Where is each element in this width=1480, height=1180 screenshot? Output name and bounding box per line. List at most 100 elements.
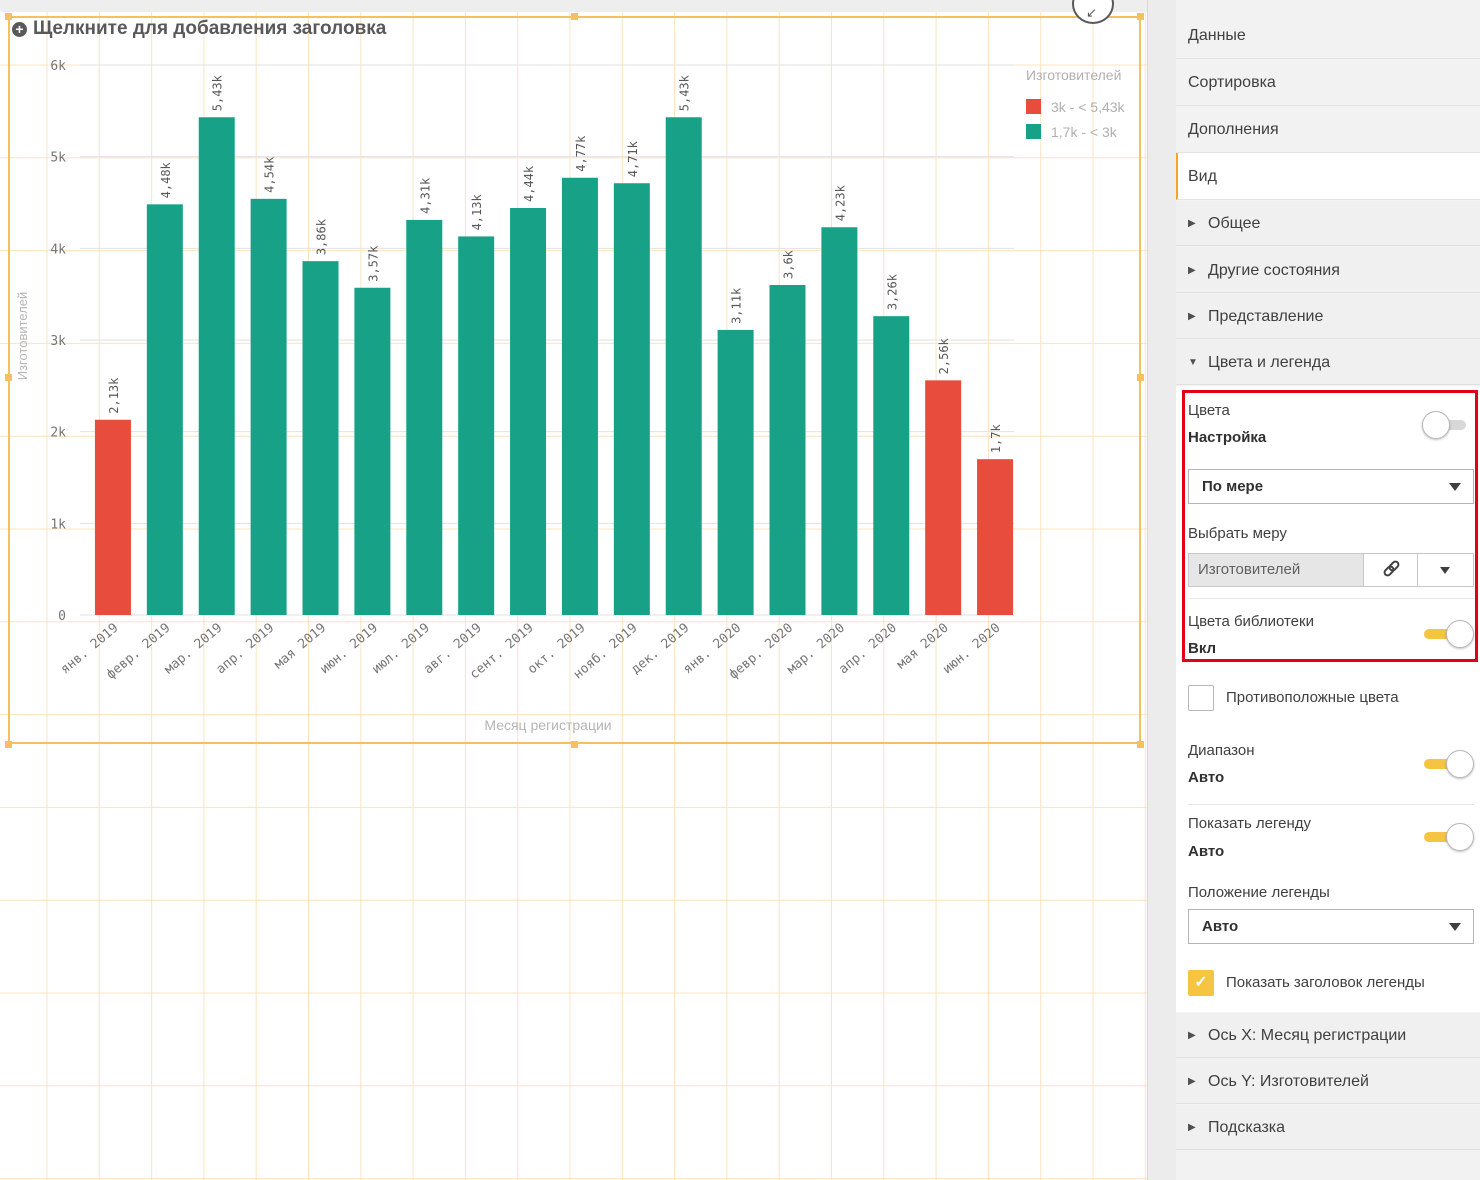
section-colors-legend[interactable]: ▼ Цвета и легенда	[1176, 340, 1480, 385]
bar-value-label: 3,6k	[782, 249, 796, 279]
reverse-colors-label: Противоположные цвета	[1226, 689, 1399, 706]
resize-handle-top-left[interactable]	[5, 13, 12, 20]
legend-entry-label[interactable]: 1,7k - < 3k	[1051, 124, 1118, 140]
range-label: Диапазон	[1188, 742, 1255, 759]
canvas-top-strip	[0, 0, 1147, 12]
section-y-axis[interactable]: ▶ Ось Y: Изготовителей	[1176, 1059, 1480, 1104]
legend-title: Изготовителей	[1026, 67, 1121, 83]
range-toggle[interactable]	[1424, 750, 1474, 778]
resize-handle-bottom[interactable]	[571, 741, 578, 748]
section-alternate-states[interactable]: ▶ Другие состояния	[1176, 248, 1480, 293]
measure-picker: Изготовителей	[1188, 553, 1474, 587]
link-measure-button[interactable]	[1364, 554, 1418, 586]
bar[interactable]	[406, 219, 443, 615]
select-measure-label: Выбрать меру	[1188, 525, 1287, 542]
bar-value-label: 3,26k	[885, 273, 899, 310]
bar[interactable]	[665, 117, 702, 615]
toggle-knob	[1446, 620, 1474, 648]
caret-right-icon: ▶	[1188, 265, 1196, 276]
add-title-icon: +	[12, 21, 27, 37]
bar[interactable]	[717, 329, 754, 615]
bar[interactable]	[458, 236, 495, 615]
color-mode-select[interactable]: По мере	[1188, 469, 1474, 504]
tab-sorting-label: Сортировка	[1188, 74, 1276, 91]
properties-panel: Данные Сортировка Дополнения Вид ▶ Общее …	[1176, 0, 1480, 1180]
bar-value-label: 4,48k	[159, 161, 173, 198]
section-x-axis-label: Ось X: Месяц регистрации	[1208, 1027, 1407, 1044]
section-y-axis-label: Ось Y: Изготовителей	[1208, 1073, 1369, 1090]
measure-dropdown-button[interactable]	[1418, 554, 1473, 586]
legend-swatch[interactable]	[1026, 99, 1041, 114]
bar[interactable]	[821, 227, 858, 615]
resize-handle-bottom-left[interactable]	[5, 741, 12, 748]
tab-appearance-label: Вид	[1188, 168, 1217, 185]
bar[interactable]	[198, 117, 235, 615]
bar-value-label: 1,7k	[989, 423, 1003, 453]
section-x-axis[interactable]: ▶ Ось X: Месяц регистрации	[1176, 1013, 1480, 1058]
divider	[1188, 804, 1474, 805]
section-tooltip[interactable]: ▶ Подсказка	[1176, 1105, 1480, 1150]
bar-value-label: 4,44k	[522, 165, 536, 202]
library-colors-toggle[interactable]	[1424, 620, 1474, 648]
chart-title-text: Щелкните для добавления заголовка	[33, 18, 387, 39]
bar[interactable]	[510, 208, 547, 615]
dropdown-caret-icon	[1449, 923, 1461, 931]
tab-sorting[interactable]: Сортировка	[1176, 59, 1480, 106]
show-legend-toggle[interactable]	[1424, 823, 1474, 851]
resize-handle-bottom-right[interactable]	[1137, 741, 1144, 748]
bar[interactable]	[146, 204, 183, 616]
chart-title[interactable]: + Щелкните для добавления заголовка	[12, 18, 386, 40]
legend-position-label: Положение легенды	[1188, 884, 1330, 901]
tab-addons[interactable]: Дополнения	[1176, 106, 1480, 153]
legend-entry-label[interactable]: 3k - < 5,43k	[1051, 99, 1126, 115]
reverse-colors-checkbox[interactable]	[1188, 685, 1214, 711]
bar[interactable]	[94, 419, 131, 615]
library-colors-value: Вкл	[1188, 640, 1217, 657]
bar-value-label: 2,13k	[107, 377, 121, 414]
section-general[interactable]: ▶ Общее	[1176, 201, 1480, 246]
bar[interactable]	[925, 380, 962, 615]
bar[interactable]	[613, 183, 650, 615]
bar-value-label: 3,86k	[315, 218, 329, 255]
x-tick-label: июн. 2020	[940, 621, 1004, 678]
measure-field[interactable]: Изготовителей	[1189, 554, 1364, 586]
y-tick-label: 4k	[50, 242, 66, 257]
section-general-label: Общее	[1208, 215, 1261, 232]
show-legend-title-checkbox[interactable]: ✓	[1188, 970, 1214, 996]
divider	[1188, 598, 1474, 599]
x-tick-label: апр. 2019	[214, 621, 278, 678]
x-axis-title: Месяц регистрации	[484, 717, 611, 733]
caret-right-icon: ▶	[1188, 218, 1196, 229]
section-alternate-states-label: Другие состояния	[1208, 262, 1340, 279]
resize-handle-top[interactable]	[571, 13, 578, 20]
legend-position-value: Авто	[1202, 918, 1239, 935]
tab-data[interactable]: Данные	[1176, 12, 1480, 59]
bar-value-label: 4,31k	[418, 177, 432, 214]
caret-down-icon: ▼	[1188, 357, 1198, 368]
resize-handle-left[interactable]	[5, 374, 12, 381]
bar-value-label: 4,13k	[470, 194, 484, 231]
x-tick-label: апр. 2020	[836, 621, 900, 678]
section-presentation[interactable]: ▶ Представление	[1176, 294, 1480, 339]
tab-appearance[interactable]: Вид	[1176, 153, 1480, 200]
bar[interactable]	[250, 198, 287, 616]
bar[interactable]	[354, 287, 391, 615]
show-legend-label: Показать легенду	[1188, 815, 1312, 832]
colors-auto-toggle[interactable]	[1422, 411, 1472, 439]
bar[interactable]	[873, 316, 910, 615]
y-tick-label: 6k	[50, 59, 66, 74]
resize-handle-top-right[interactable]	[1137, 13, 1144, 20]
legend-position-select[interactable]: Авто	[1188, 909, 1474, 944]
bar[interactable]	[302, 261, 339, 615]
y-tick-label: 5k	[50, 151, 66, 166]
bar[interactable]	[769, 285, 806, 615]
bar[interactable]	[977, 459, 1014, 615]
range-value: Авто	[1188, 769, 1225, 786]
section-colors-legend-label: Цвета и легенда	[1208, 354, 1331, 371]
colors-label: Цвета	[1188, 402, 1230, 419]
bar[interactable]	[561, 177, 598, 615]
legend-swatch[interactable]	[1026, 124, 1041, 139]
bar-value-label: 4,77k	[574, 135, 588, 172]
resize-handle-right[interactable]	[1137, 374, 1144, 381]
